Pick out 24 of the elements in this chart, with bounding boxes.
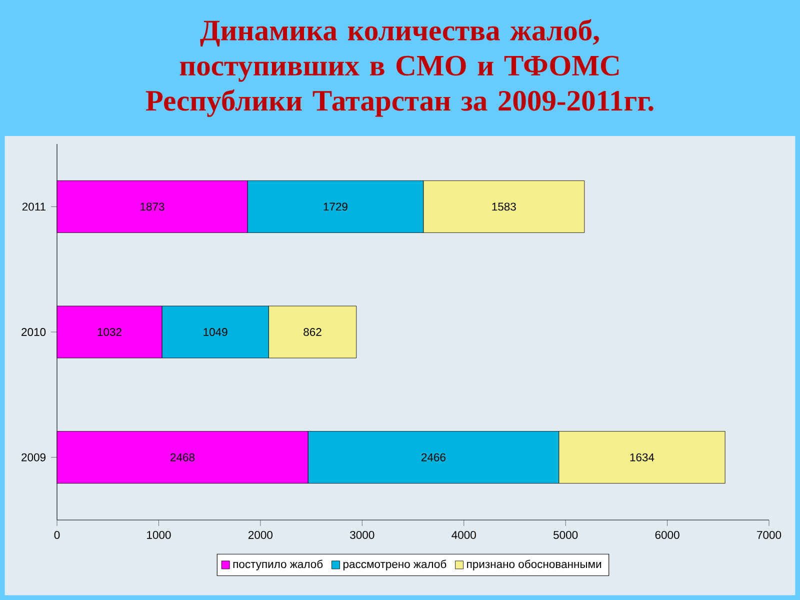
legend-label: рассмотрено жалоб xyxy=(343,560,446,570)
y-tick-label: 2011 xyxy=(22,202,46,211)
x-tick-label: 7000 xyxy=(757,530,782,539)
x-tick-label: 3000 xyxy=(350,530,374,539)
data-label: 1634 xyxy=(630,453,654,462)
y-tick-label: 2009 xyxy=(22,453,46,462)
y-tick-label: 2010 xyxy=(22,328,46,336)
data-label: 2468 xyxy=(170,453,195,462)
legend-label: поступило жалоб xyxy=(233,560,323,570)
chart-title: Динамика количества жалоб, поступивших в СМО и ТФОМС Республики Татарстан за 2009-2011гг. xyxy=(146,19,654,117)
data-label: 1729 xyxy=(324,202,348,211)
x-tick-label: 4000 xyxy=(452,530,476,539)
data-label: 862 xyxy=(304,328,322,336)
legend-label: признано обоснованными xyxy=(467,560,602,570)
x-tick-label: 0 xyxy=(54,530,60,539)
data-label: 1032 xyxy=(98,328,122,336)
data-label: 1049 xyxy=(204,328,228,336)
x-tick-label: 5000 xyxy=(554,530,578,539)
data-label: 2466 xyxy=(422,453,446,462)
x-tick-label: 1000 xyxy=(147,530,171,539)
x-tick-label: 6000 xyxy=(655,530,680,539)
data-label: 1583 xyxy=(492,202,516,211)
x-tick-label: 2000 xyxy=(248,530,272,539)
data-label: 1873 xyxy=(140,202,164,211)
